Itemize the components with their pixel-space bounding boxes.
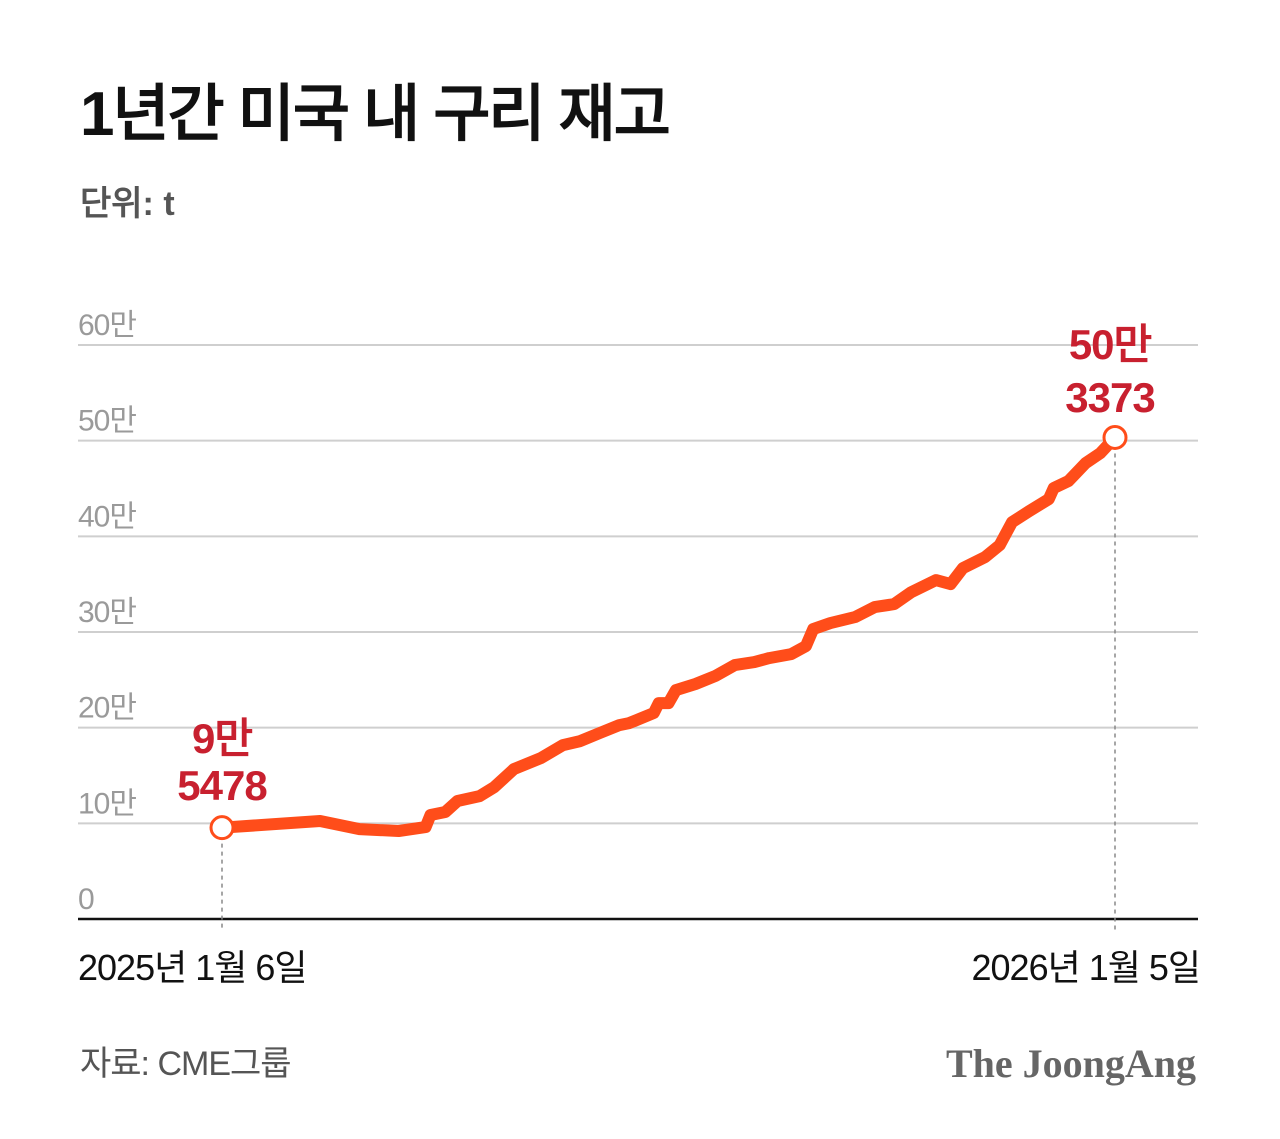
chart-title: 1년간 미국 내 구리 재고 (80, 80, 669, 149)
source-label: 자료: CME그룹 (80, 1045, 291, 1083)
x-tick-label-end: 2026년 1월 5일 (972, 947, 1201, 988)
unit-label: 단위: t (80, 185, 175, 223)
gridlines (78, 344, 1198, 825)
x-tick-label-start: 2025년 1월 6일 (78, 947, 307, 988)
data-point-marker (209, 815, 235, 841)
y-tick-label: 50만 (78, 405, 136, 438)
annotation-end-line2: 3373 (1065, 374, 1154, 421)
annotation-guides (221, 437, 1116, 931)
y-tick-label: 10만 (78, 787, 136, 820)
annotation-end-line1: 50만 (1069, 321, 1152, 368)
annotation-start-line2: 5478 (177, 762, 267, 809)
logo: The JoongAng (946, 1041, 1196, 1086)
y-tick-label: 0 (78, 883, 94, 916)
y-tick-label: 30만 (78, 596, 136, 629)
endpoint-markers (209, 424, 1128, 841)
annotation-start-line1: 9만 (192, 715, 252, 762)
y-tick-label: 40만 (78, 500, 136, 533)
y-tick-label: 60만 (78, 309, 136, 342)
series-line (216, 431, 1121, 837)
data-point-marker (1102, 424, 1128, 450)
y-axis-ticks: 0 10만 20만 30만 40만 50만 60만 (78, 309, 137, 916)
y-tick-label: 20만 (78, 692, 136, 725)
